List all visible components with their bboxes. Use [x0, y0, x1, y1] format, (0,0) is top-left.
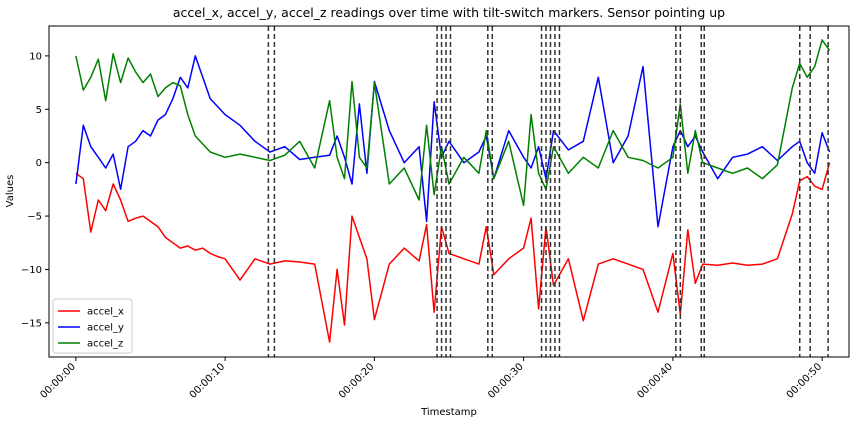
x-tick-label: 00:00:10	[188, 361, 228, 401]
legend-label: accel_x	[87, 307, 124, 318]
x-tick-label: 00:00:50	[785, 361, 825, 401]
x-tick-label: 00:00:30	[486, 361, 526, 401]
series-line-accel_y	[75, 55, 831, 228]
plot-area-frame	[48, 25, 850, 358]
legend-label: accel_y	[87, 323, 124, 334]
chart-title: accel_x, accel_y, accel_z readings over …	[173, 5, 725, 20]
y-axis-label: Values	[5, 175, 16, 208]
y-tick-label: 10	[29, 51, 42, 62]
series-line-accel_x	[75, 162, 831, 343]
x-tick-label: 00:00:40	[635, 361, 675, 401]
x-tick-label: 00:00:20	[337, 361, 377, 401]
y-tick-label: −15	[21, 318, 42, 329]
legend: accel_x accel_y accel_z	[52, 298, 133, 354]
series-line-accel_z	[75, 39, 831, 207]
x-tick-label: 00:00:00	[38, 361, 78, 401]
legend-label: accel_z	[87, 339, 123, 350]
x-axis-label: Timestamp	[420, 407, 477, 418]
y-tick-label: 0	[36, 158, 42, 169]
y-tick-label: −5	[27, 212, 42, 223]
y-tick-label: −10	[21, 265, 42, 276]
legend-box	[52, 298, 133, 354]
y-tick-label: 5	[36, 105, 42, 116]
